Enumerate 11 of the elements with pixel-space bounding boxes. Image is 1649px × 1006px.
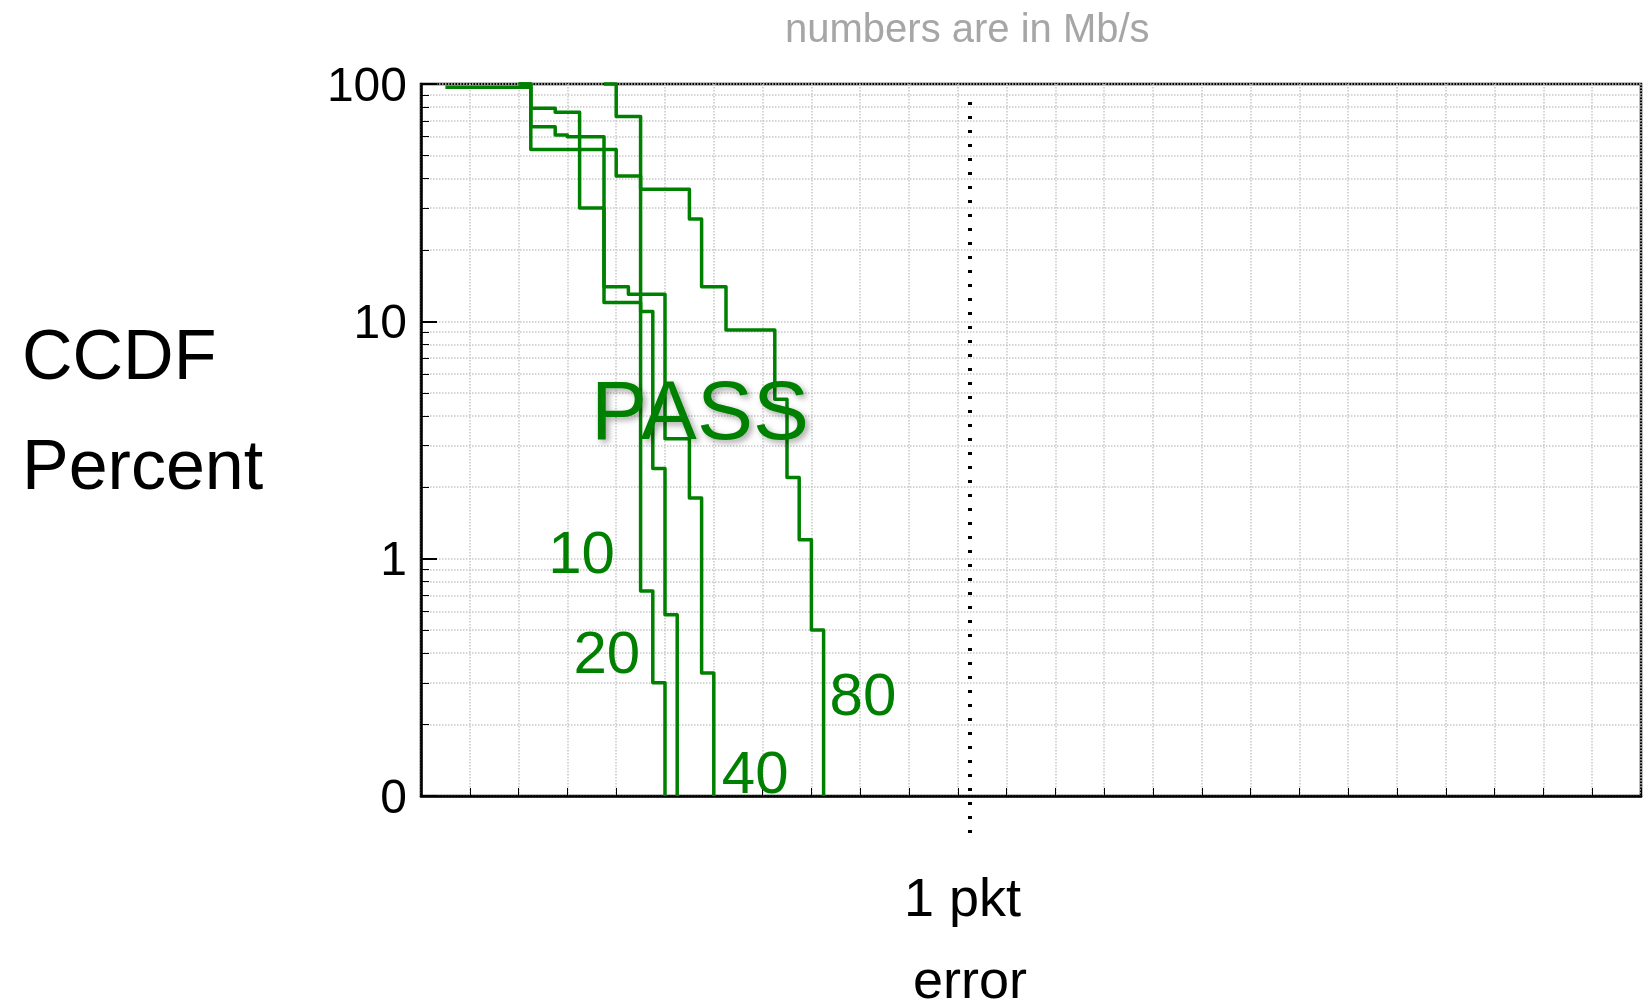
y-axis-title: CCDF Percent [22,316,264,504]
series-label: 20 [573,618,641,686]
y-tick-label: 100 [326,57,407,111]
series-label: 80 [829,660,897,728]
y-tick-label: 1 [380,532,407,586]
y-tick-label: 0 [380,769,407,823]
chart-subtitle: numbers are in Mb/s [785,6,1150,50]
x-tick-label: 1 pkt error [903,867,1037,1006]
series-label: 10 [548,518,615,586]
y-tick-label: 10 [353,294,407,348]
series-label: 40 [721,738,789,806]
